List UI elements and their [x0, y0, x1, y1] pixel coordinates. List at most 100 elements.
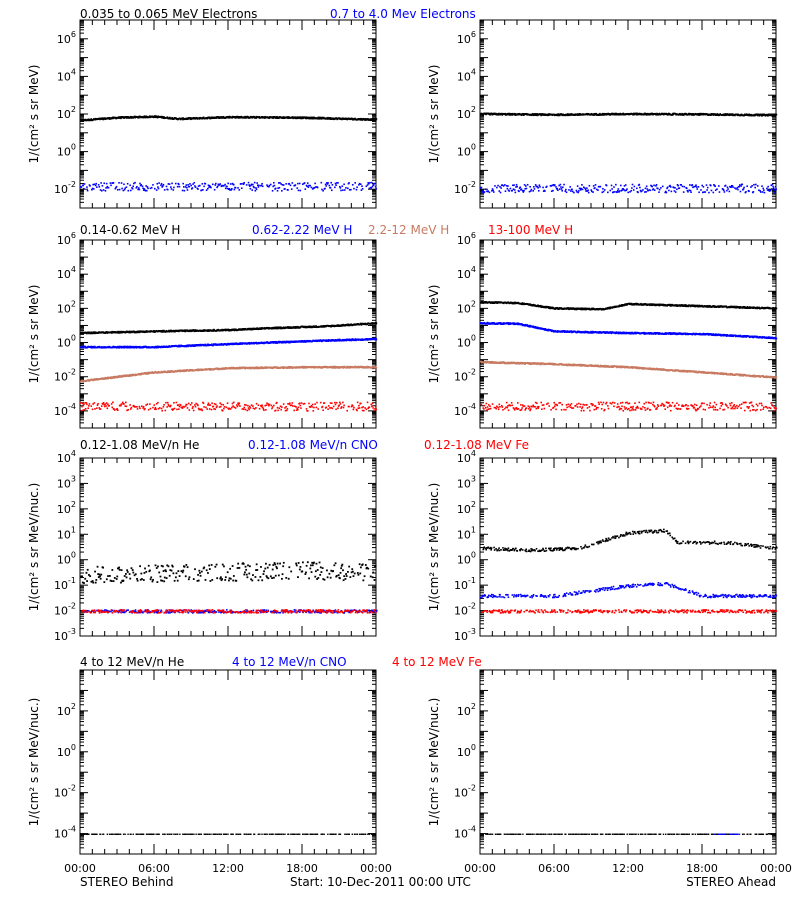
data-point [314, 186, 317, 188]
data-point [287, 189, 289, 191]
data-point [334, 186, 336, 189]
data-point [370, 323, 373, 325]
data-point [563, 183, 565, 186]
data-point [202, 188, 204, 191]
data-point [571, 190, 574, 193]
data-point [335, 184, 337, 187]
data-point [162, 185, 164, 187]
data-point [605, 184, 608, 187]
data-point [134, 181, 136, 184]
data-point [666, 186, 669, 189]
data-point [299, 116, 302, 118]
data-point [276, 189, 279, 192]
data-point [82, 119, 85, 122]
data-point [171, 182, 173, 185]
data-point [280, 183, 283, 185]
data-point [676, 184, 679, 186]
data-point [525, 185, 527, 187]
data-point [722, 189, 725, 192]
data-point [98, 186, 101, 188]
data-point [767, 115, 769, 117]
data-point [682, 191, 685, 193]
data-point [117, 376, 120, 379]
data-point [227, 182, 229, 185]
data-point [216, 186, 218, 189]
data-point [354, 338, 357, 340]
data-point [631, 183, 634, 186]
data-point [731, 185, 734, 187]
data-point [771, 188, 773, 190]
data-point [132, 185, 135, 188]
data-point [774, 185, 777, 188]
data-point [82, 184, 85, 187]
data-point [735, 188, 737, 190]
data-point [290, 188, 293, 190]
data-point [360, 189, 363, 191]
data-point [537, 189, 540, 192]
data-point [375, 118, 377, 121]
data-point [140, 184, 143, 186]
data-point [619, 184, 622, 187]
data-point [627, 191, 629, 194]
data-point [500, 187, 502, 189]
data-point [726, 186, 729, 189]
data-point [80, 186, 83, 188]
data-point [115, 186, 117, 189]
data-point [656, 187, 659, 190]
data-point [316, 340, 319, 343]
data-point [272, 185, 274, 188]
data-point [758, 189, 760, 192]
data-point [557, 113, 560, 115]
data-point [144, 116, 147, 119]
data-point [212, 330, 215, 332]
data-point [734, 187, 736, 189]
data-point [240, 187, 243, 190]
data-point [317, 117, 319, 120]
data-point [111, 332, 113, 334]
data-point [95, 377, 98, 380]
data-point [280, 326, 282, 329]
data-point [529, 185, 531, 188]
data-point [622, 112, 625, 115]
data-point [373, 337, 376, 340]
data-point [762, 187, 765, 190]
data-point [603, 189, 606, 191]
data-point [375, 337, 377, 340]
data-point [304, 188, 307, 190]
data-point [226, 329, 229, 332]
data-point [601, 113, 603, 116]
data-point [330, 181, 332, 184]
data-point [222, 344, 225, 346]
data-point [106, 185, 109, 188]
data-point [260, 184, 263, 187]
data-point [84, 345, 87, 348]
data-point [227, 342, 229, 345]
data-point [642, 189, 644, 191]
data-point [234, 343, 237, 345]
data-point [592, 191, 594, 193]
data-point [162, 183, 165, 186]
data-point [308, 184, 310, 187]
data-point [570, 190, 572, 192]
data-point [701, 184, 703, 187]
data-point [575, 189, 578, 192]
data-point [297, 326, 300, 328]
data-point [149, 116, 152, 119]
data-point [748, 190, 750, 193]
data-point [587, 189, 589, 192]
data-point [157, 187, 160, 190]
data-point [297, 189, 300, 192]
data-point [263, 327, 266, 329]
data-point [739, 184, 741, 186]
data-point [591, 190, 593, 193]
data-point [207, 184, 210, 187]
data-point [769, 189, 772, 192]
data-point [318, 118, 321, 120]
data-point [241, 343, 243, 345]
data-point [638, 183, 641, 186]
data-point [633, 112, 635, 115]
data-point [171, 117, 173, 119]
data-point [99, 118, 101, 121]
data-point [496, 186, 498, 189]
data-point [153, 329, 155, 332]
